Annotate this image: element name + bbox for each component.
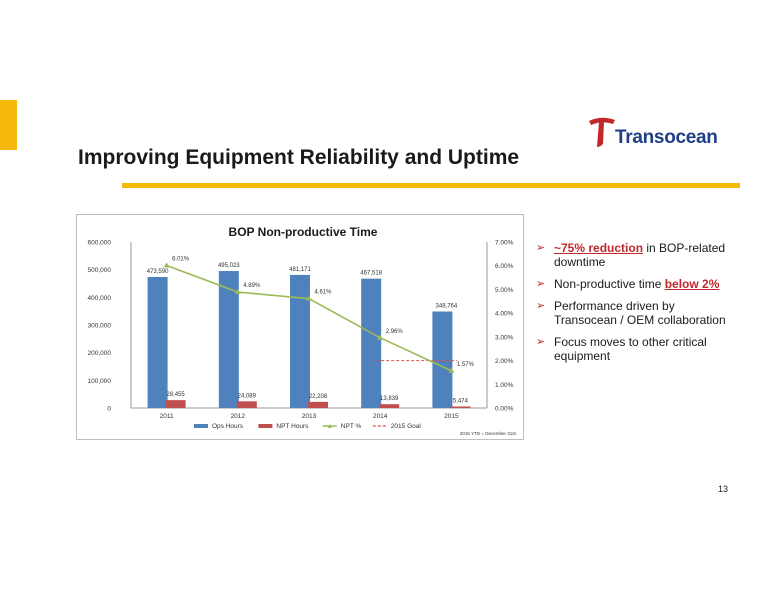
npt-percent-marker [234,289,241,295]
npt-hours-label: 24,089 [238,393,257,399]
arrow-bullet-icon: ➢ [536,278,546,290]
npt-percent-marker [306,295,312,301]
legend-label: NPT % [341,423,362,430]
accent-bar [0,100,17,150]
right-tick-label: 3.00% [495,334,514,341]
left-tick-label: 400,000 [88,295,112,302]
left-tick-label: 300,000 [88,323,112,330]
left-tick-label: 0 [107,406,111,413]
right-tick-label: 1.00% [495,382,514,389]
bullet-highlight: below 2% [664,277,720,291]
npt-hours-label: 5,474 [453,398,469,404]
left-tick-label: 100,000 [88,378,112,385]
npt-hours-bar [450,406,471,408]
ops-hours-label: 467,518 [360,271,382,277]
bullet-item: ➢ Performance driven by Transocean / OEM… [536,299,726,327]
right-tick-label: 7.00% [495,240,514,247]
chart-title: BOP Non-productive Time [229,225,378,239]
ops-hours-label: 495,023 [218,263,240,269]
npt-percent-label: 4.61% [314,290,332,296]
page-number: 13 [718,484,729,494]
arrow-bullet-icon: ➢ [536,300,546,312]
chart-canvas: BOP Non-productive Time 0 100,000 200,000 30… [88,225,518,436]
slide-title: Improving Equipment Reliability and Upti… [78,146,520,169]
right-tick-label: 4.00% [495,311,514,318]
ops-hours-bar [147,276,168,408]
right-tick-label: 5.00% [495,287,514,294]
x-tick-label: 2012 [231,413,246,420]
npt-hours-label: 22,208 [309,394,328,400]
bop-npt-chart: BOP Non-productive Time 0 100,000 200,000 30… [76,214,524,440]
right-tick-label: 0.00% [495,406,514,413]
ops-hours-bar [432,311,453,408]
bullet-item: ➢ Non-productive time below 2% [536,277,720,291]
npt-hours-bar [236,401,257,408]
company-logo: Transocean [588,116,738,152]
right-tick-label: 6.00% [495,263,514,270]
npt-percent-label: 1.57% [457,362,475,368]
left-tick-label: 200,000 [88,350,112,357]
bullet-list: ➢ ~75% reduction in BOP-related downtime… [536,241,736,371]
npt-hours-bar [165,400,186,408]
npt-hours-label: 28,455 [166,392,185,398]
npt-percent-marker [448,367,455,373]
left-tick-label: 600,000 [88,240,112,247]
transocean-t-logo-icon [589,117,615,147]
bullet-item: ➢ Focus moves to other critical equipmen… [536,335,707,363]
npt-percent-label: 2.96% [386,329,404,335]
ops-hours-bar [290,274,310,408]
ops-hours-bar [361,278,382,408]
bullet-item: ➢ ~75% reduction in BOP-related downtime [536,241,726,269]
title-underline [122,183,740,188]
legend-label: NPT Hours [276,423,309,430]
legend-marker [327,424,332,428]
ops-hours-label: 481,171 [289,267,311,273]
npt-hours-label: 13,839 [380,396,399,402]
arrow-bullet-icon: ➢ [536,336,546,348]
npt-percent-label: 6.01% [172,256,190,262]
ops-hours-label: 473,590 [147,269,169,275]
logo-text: Transocean [615,127,718,148]
legend-label: Ops Hours [212,423,244,430]
bullet-highlight: ~75% reduction [554,241,644,255]
right-tick-label: 2.00% [495,358,514,365]
x-tick-label: 2011 [160,413,174,420]
npt-hours-bar [379,404,400,408]
legend-swatch [194,424,208,428]
x-tick-label: 2013 [302,413,317,420]
ops-hours-bar [218,271,239,408]
ops-hours-label: 348,764 [436,304,458,310]
npt-percent-label: 4.89% [243,283,261,289]
chart-footnote: 2015 YTD = December 31st. [460,431,517,436]
npt-percent-marker [163,262,170,268]
x-tick-label: 2014 [373,413,388,420]
npt-percent-marker [377,334,384,340]
arrow-bullet-icon: ➢ [536,242,546,254]
x-tick-label: 2015 [444,413,459,420]
legend-swatch [258,424,273,428]
left-tick-label: 500,000 [88,267,112,274]
npt-hours-bar [308,401,328,408]
legend-label: 2015 Goal [391,423,422,430]
